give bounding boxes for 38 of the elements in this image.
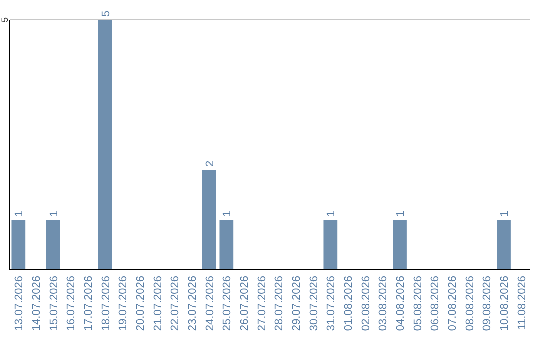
x-tick-label: 01.08.2026 bbox=[343, 276, 355, 332]
x-tick-label: 23.07.2026 bbox=[187, 276, 199, 332]
data-label: 1 bbox=[48, 210, 60, 217]
x-tick-label: 10.08.2026 bbox=[499, 276, 511, 332]
data-label: 1 bbox=[326, 210, 338, 217]
x-tick-label: 25.07.2026 bbox=[222, 276, 234, 332]
data-label: 1 bbox=[222, 210, 234, 217]
x-tick-label: 09.08.2026 bbox=[482, 276, 494, 332]
x-tick-label: 11.08.2026 bbox=[516, 276, 528, 330]
x-tick-label: 13.07.2026 bbox=[14, 276, 26, 332]
data-label: 2 bbox=[204, 160, 216, 167]
x-tick-label: 19.07.2026 bbox=[118, 276, 130, 332]
data-label: 5 bbox=[100, 10, 112, 17]
x-tick-label: 31.07.2026 bbox=[326, 276, 338, 332]
data-label: 1 bbox=[395, 210, 407, 217]
x-tick-label: 05.08.2026 bbox=[412, 276, 424, 332]
x-tick-label: 20.07.2026 bbox=[135, 276, 147, 332]
x-tick-label: 02.08.2026 bbox=[360, 276, 372, 332]
x-tick-label: 30.07.2026 bbox=[308, 276, 320, 332]
x-tick-label: 17.07.2026 bbox=[83, 276, 95, 332]
x-tick-label: 06.08.2026 bbox=[430, 276, 442, 332]
data-label: 1 bbox=[14, 210, 26, 217]
x-tick-label: 03.08.2026 bbox=[378, 276, 390, 332]
x-tick-label: 29.07.2026 bbox=[291, 276, 303, 332]
x-tick-label: 21.07.2026 bbox=[152, 276, 164, 332]
x-tick-label: 22.07.2026 bbox=[170, 276, 182, 332]
x-tick-label: 27.07.2026 bbox=[256, 276, 268, 332]
x-tick-label: 04.08.2026 bbox=[395, 276, 407, 332]
x-tick-label: 18.07.2026 bbox=[100, 276, 112, 332]
x-tick-label: 26.07.2026 bbox=[239, 276, 251, 332]
x-tick-label: 14.07.2026 bbox=[31, 276, 43, 332]
data-label: 1 bbox=[499, 210, 511, 217]
x-tick-label: 16.07.2026 bbox=[66, 276, 78, 332]
x-tick-label: 08.08.2026 bbox=[464, 276, 476, 332]
x-tick-label: 28.07.2026 bbox=[274, 276, 286, 332]
x-tick-label: 07.08.2026 bbox=[447, 276, 459, 332]
x-tick-label: 24.07.2026 bbox=[204, 276, 216, 332]
x-tick-label: 15.07.2026 bbox=[48, 276, 60, 332]
